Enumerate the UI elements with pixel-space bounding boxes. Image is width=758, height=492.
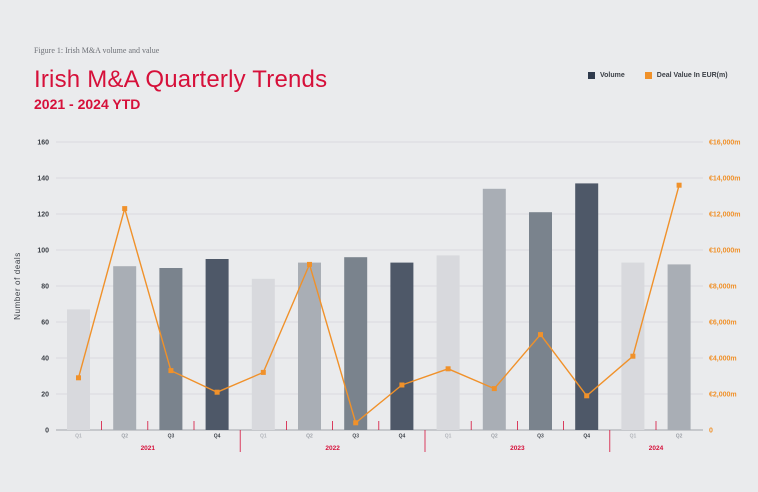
bar: [344, 257, 368, 430]
x-tick-label: Q1: [445, 434, 452, 440]
x-tick-label: Q3: [537, 434, 544, 440]
y2-tick-label: €12,000m: [709, 212, 741, 219]
bar: [113, 266, 137, 430]
x-tick-label: Q1: [630, 434, 637, 440]
x-tick-label: Q3: [168, 434, 175, 440]
y2-tick-label: 0: [709, 428, 713, 435]
bar: [67, 309, 90, 430]
y-tick-label: 120: [37, 212, 49, 219]
deal-value-point: [260, 369, 266, 375]
year-label: 2024: [649, 445, 664, 452]
bar: [159, 268, 183, 430]
deal-value-point: [399, 382, 405, 388]
deal-value-point: [584, 393, 590, 399]
bar: [390, 262, 414, 430]
deal-value-line: [77, 185, 680, 424]
deal-value-point: [630, 353, 636, 359]
x-tick-label: Q2: [306, 434, 313, 440]
y-tick-label: 100: [37, 248, 49, 255]
bar: [482, 188, 506, 430]
deal-value-point: [122, 206, 128, 212]
bar: [436, 255, 460, 430]
x-tick-label: Q2: [676, 434, 683, 440]
deal-value-point: [168, 368, 174, 374]
y-tick-label: 0: [45, 428, 49, 435]
x-tick-label: Q1: [75, 434, 82, 440]
y2-tick-label: €10,000m: [709, 248, 741, 255]
bar: [621, 262, 645, 430]
chart-title: Irish M&A Quarterly Trends: [34, 66, 328, 93]
y2-tick-label: €6,000m: [709, 320, 737, 327]
y2-tick-label: €16,000m: [709, 140, 741, 147]
legend-swatch-deal-value: [644, 72, 652, 79]
bar: [529, 212, 552, 430]
year-label: 2022: [325, 445, 340, 452]
chart-subtitle: 2021 - 2024 YTD: [34, 96, 141, 112]
y2-tick-label: €4,000m: [709, 356, 737, 363]
x-tick-label: Q1: [260, 434, 267, 440]
deal-value-point: [214, 389, 220, 395]
deal-value-point: [76, 375, 81, 381]
deal-value-point: [353, 420, 359, 426]
deal-value-point: [676, 182, 682, 188]
x-tick-label: Q3: [352, 434, 359, 440]
bar: [298, 262, 321, 430]
deal-value-point: [491, 386, 497, 392]
deal-value-point: [445, 366, 451, 372]
y2-tick-label: €2,000m: [709, 392, 737, 399]
deal-value-point: [307, 261, 312, 267]
bar: [667, 264, 691, 430]
figure-label: Figure 1: Irish M&A volume and value: [34, 46, 160, 55]
legend-item-deal-value: Deal Value In EUR(m): [644, 72, 728, 79]
legend-swatch-volume: [588, 72, 595, 79]
x-tick-label: Q4: [214, 434, 221, 440]
deal-value-point: [538, 332, 543, 338]
year-label: 2023: [510, 445, 525, 452]
chart-legend: Volume Deal Value In EUR(m): [588, 72, 728, 79]
x-tick-label: Q4: [399, 434, 406, 440]
bar: [205, 259, 229, 430]
legend-item-volume: Volume: [588, 72, 625, 79]
legend-label-deal-value: Deal Value In EUR(m): [656, 72, 728, 79]
x-tick-label: Q2: [121, 434, 128, 440]
y-tick-label: 140: [37, 176, 49, 183]
y-tick-label: 40: [41, 356, 49, 363]
y-tick-label: 80: [41, 284, 49, 291]
y-axis-label: Number of deals: [13, 252, 22, 320]
bar: [251, 278, 275, 430]
y2-tick-label: €14,000m: [709, 176, 741, 183]
y-tick-label: 60: [41, 320, 49, 327]
legend-label-volume: Volume: [600, 72, 625, 79]
year-label: 2021: [141, 445, 156, 452]
bar: [575, 183, 599, 430]
x-tick-label: Q2: [491, 434, 498, 440]
y2-tick-label: €8,000m: [709, 284, 737, 291]
x-tick-label: Q4: [583, 434, 590, 440]
y-tick-label: 20: [41, 392, 49, 399]
y-tick-label: 160: [37, 140, 49, 147]
